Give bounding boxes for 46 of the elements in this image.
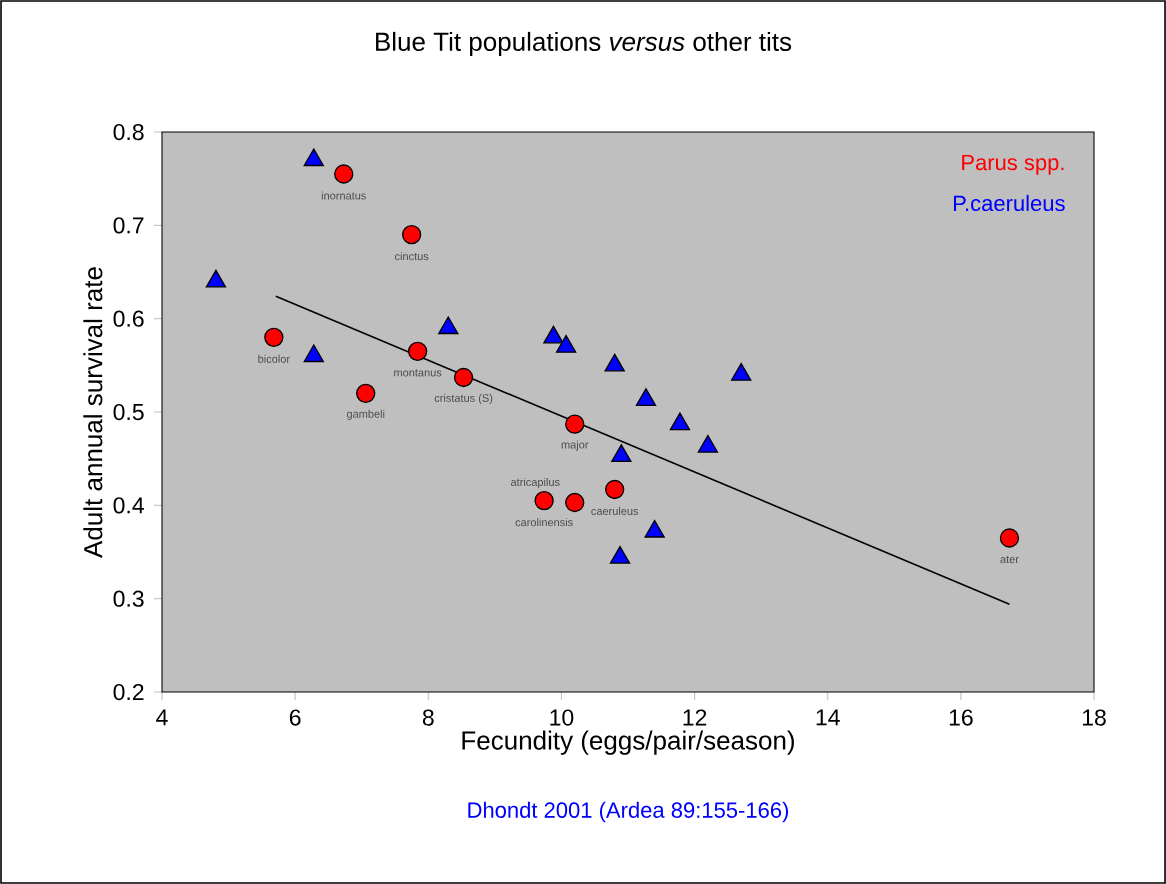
chart-title: Blue Tit populations versus other tits: [376, 31, 792, 57]
point: [334, 164, 354, 184]
y-axis-title: Adult annual survival rate: [83, 267, 103, 558]
point: [453, 367, 474, 388]
y-tick-label: 0.8: [113, 123, 144, 141]
point: [555, 335, 577, 353]
point: [730, 363, 752, 381]
x-axis-title: Fecundity (eggs/pair/season): [462, 730, 794, 755]
point: [565, 414, 585, 434]
point: [604, 353, 625, 372]
point: [669, 412, 691, 431]
x-tick-label: 6: [289, 709, 301, 726]
x-tick-label: 10: [550, 709, 574, 726]
point: [565, 492, 585, 513]
point: [999, 528, 1020, 548]
x-tick-label: 16: [949, 709, 973, 726]
point: [605, 479, 625, 500]
point: [543, 325, 564, 344]
x-tick-label: 14: [816, 709, 840, 726]
point: [303, 344, 324, 363]
text: Dhondt 2001 (Ardea 89:155-166): [468, 801, 789, 823]
point: [407, 341, 428, 361]
x-tick-label: 12: [683, 709, 707, 726]
x-tick-label: 8: [422, 709, 434, 726]
point: [264, 327, 284, 347]
point: [609, 545, 631, 564]
point: [697, 434, 719, 453]
y-tick-label: 0.2: [113, 683, 144, 701]
text: P.caeruleus: [953, 194, 1065, 212]
y-tick-label: 0.6: [113, 310, 144, 327]
x-tick-label: 4: [156, 709, 168, 726]
point: [438, 316, 459, 335]
point: [401, 225, 422, 245]
point: [356, 383, 376, 403]
point: [611, 444, 632, 463]
y-tick-label: 0.3: [113, 590, 144, 607]
point: [205, 269, 227, 288]
text: Parus spp.: [962, 154, 1064, 175]
point: [644, 519, 665, 538]
y-tick-label: 0.4: [113, 497, 144, 514]
point: [534, 491, 554, 511]
point: [303, 148, 324, 167]
y-tick-label: 0.5: [113, 403, 144, 421]
y-tick-label: 0.7: [113, 217, 144, 234]
point: [635, 388, 657, 407]
x-tick-label: 18: [1082, 709, 1106, 726]
